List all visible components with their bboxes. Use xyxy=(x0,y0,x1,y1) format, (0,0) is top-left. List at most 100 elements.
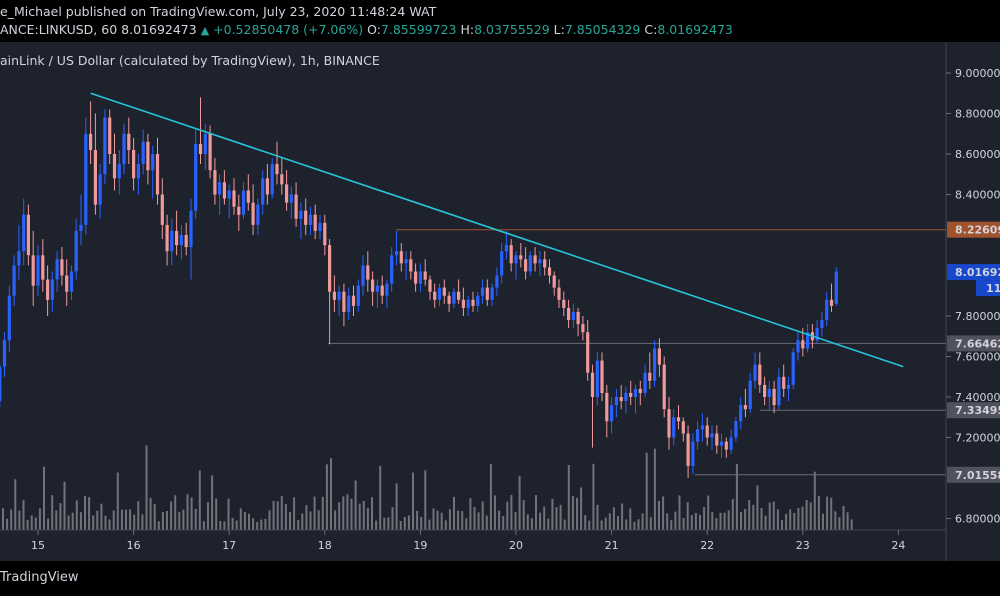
volume-bar xyxy=(424,470,427,530)
volume-bar xyxy=(264,518,267,530)
volume-bar xyxy=(555,507,558,530)
candle-body xyxy=(179,235,183,246)
volume-bar xyxy=(793,513,796,530)
volume-bar xyxy=(506,501,509,530)
volume-bar xyxy=(375,520,378,530)
volume-bar xyxy=(182,509,185,530)
volume-bar xyxy=(817,495,820,530)
price-tick-label: 7.800000 xyxy=(955,310,1000,323)
candle-body xyxy=(60,259,64,276)
volume-bar xyxy=(338,502,341,530)
volume-bar xyxy=(96,510,99,530)
candle-body xyxy=(89,133,93,150)
time-axis[interactable]: 15 16 17 18 19 20 21 22 23 24 xyxy=(31,530,905,552)
volume-bar xyxy=(145,445,148,530)
time-tick-label: 20 xyxy=(509,539,523,552)
candle-body xyxy=(643,372,647,393)
volume-bar xyxy=(592,463,595,530)
resistance-price-label-bg xyxy=(947,221,1000,238)
volume-bar xyxy=(14,479,17,530)
volume-bar xyxy=(71,512,74,530)
volume-bar xyxy=(637,519,640,530)
current-price-label-bg xyxy=(947,264,1000,281)
candle-body xyxy=(270,164,274,195)
high-label: H: xyxy=(460,22,475,37)
open-value: 7.85599723 xyxy=(380,22,457,37)
time-tick-label: 17 xyxy=(222,539,236,552)
volume-bar xyxy=(465,518,468,530)
candle-body xyxy=(41,255,45,280)
publish-text: published on TradingView.com, July 23, 2… xyxy=(61,4,437,19)
volume-bar xyxy=(289,511,291,530)
volume-bar xyxy=(153,504,156,530)
volume-bar xyxy=(690,515,693,530)
volume-bar xyxy=(211,475,214,530)
candle-body xyxy=(289,194,293,203)
price-axis[interactable]: 9.000000 8.800000 8.600000 8.400000 7.800000… xyxy=(946,67,1000,526)
volume-bar xyxy=(707,495,710,530)
low-label: L: xyxy=(553,22,565,37)
volume-bar xyxy=(723,512,726,530)
volume-bar xyxy=(440,512,443,530)
candle-body xyxy=(409,259,413,272)
candle-body xyxy=(772,388,776,406)
volume-bar xyxy=(518,475,521,530)
price-tick-label: 7.400000 xyxy=(955,391,1000,404)
volume-bar xyxy=(498,510,501,530)
tradingview-brand[interactable]: TradingView xyxy=(0,570,79,585)
author-name[interactable]: e_Michael xyxy=(0,4,62,19)
candle-body xyxy=(17,251,21,266)
candle-body xyxy=(514,255,518,264)
candle-body xyxy=(146,141,150,171)
candle-body xyxy=(796,340,800,353)
volume-bar xyxy=(133,514,136,530)
volume-bar xyxy=(535,495,537,530)
trend-layer[interactable] xyxy=(90,92,904,368)
volume-bar xyxy=(248,513,250,530)
candle-body xyxy=(385,283,389,296)
resistance-price-label: 8.22609€ xyxy=(955,224,1000,237)
candle-body xyxy=(380,285,384,296)
candle-body xyxy=(557,287,561,300)
volume-bar xyxy=(260,519,263,530)
volume-bar xyxy=(141,514,144,530)
volume-bar xyxy=(678,495,681,530)
candle-body xyxy=(237,206,241,215)
volume-bar xyxy=(59,503,62,530)
volume-bar xyxy=(407,515,410,530)
candle-body xyxy=(189,210,193,248)
volume-bar xyxy=(325,464,328,530)
volume-bar xyxy=(30,515,33,530)
candle-body xyxy=(218,182,222,195)
volume-bar xyxy=(79,512,82,530)
candle-body xyxy=(375,285,379,292)
volume-bar xyxy=(186,494,189,530)
volume-bar xyxy=(649,517,652,530)
volume-bar xyxy=(268,510,271,530)
candle-body xyxy=(533,255,537,264)
chart-area[interactable]: ainLink / US Dollar (calculated by Tradi… xyxy=(0,42,1000,561)
volume-bar xyxy=(600,520,603,530)
price-chart[interactable]: ainLink / US Dollar (calculated by Tradi… xyxy=(0,42,1000,561)
volume-bar xyxy=(391,507,394,530)
volume-bar xyxy=(608,513,611,530)
volume-bar xyxy=(444,520,447,530)
volume-bar xyxy=(170,501,173,530)
volume-bar xyxy=(239,508,242,530)
volume-bar xyxy=(330,458,332,530)
candle-body xyxy=(2,340,7,367)
volume-bar xyxy=(129,509,132,530)
volume-bar xyxy=(75,500,78,530)
volume-bar xyxy=(662,496,665,530)
symbol-ohlc-line: ANCE:LINKUSD, 60 8.01692473 ▲ +0.5285047… xyxy=(0,22,733,37)
candle-body xyxy=(294,194,298,219)
volume-bar xyxy=(149,497,152,530)
candle-body xyxy=(213,170,217,195)
descending-trendline[interactable] xyxy=(90,92,904,368)
volume-bar xyxy=(571,496,574,530)
candle-body xyxy=(328,245,332,292)
volume-bar xyxy=(559,504,562,530)
volume-bar xyxy=(481,501,484,530)
candle-body xyxy=(791,352,795,385)
candle-body xyxy=(155,154,160,195)
